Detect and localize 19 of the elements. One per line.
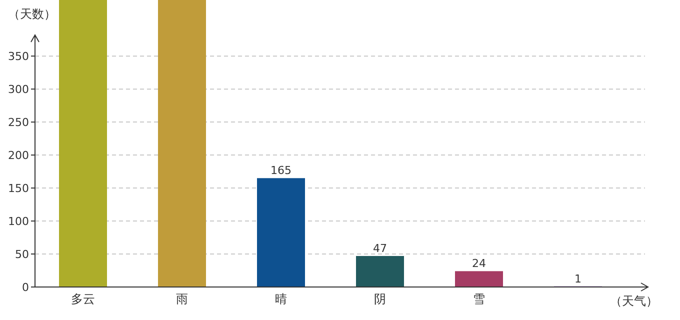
- x-axis-title: （天气）: [610, 294, 658, 308]
- x-tick-label: 晴: [275, 292, 287, 306]
- x-tick-label: 阴: [374, 292, 386, 306]
- x-tick-label: 雪: [473, 292, 485, 306]
- data-label: 165: [270, 164, 292, 178]
- y-tick-label: 150: [8, 182, 29, 196]
- y-tick-label: 300: [8, 83, 29, 96]
- y-tick-label: 350: [8, 50, 29, 64]
- y-tick-label: 100: [8, 215, 29, 228]
- data-label: 47: [373, 242, 387, 255]
- x-tick-label: 多云: [71, 292, 95, 306]
- data-label: 24: [472, 257, 486, 270]
- y-axis-title: （天数）: [8, 7, 56, 21]
- x-tick-label: 雨: [176, 292, 188, 306]
- y-tick-label: 0: [22, 281, 29, 294]
- y-tick-label: 200: [8, 149, 29, 162]
- data-label: 1: [574, 272, 582, 286]
- y-tick-label: 50: [15, 248, 29, 262]
- y-tick-label: 250: [8, 116, 29, 130]
